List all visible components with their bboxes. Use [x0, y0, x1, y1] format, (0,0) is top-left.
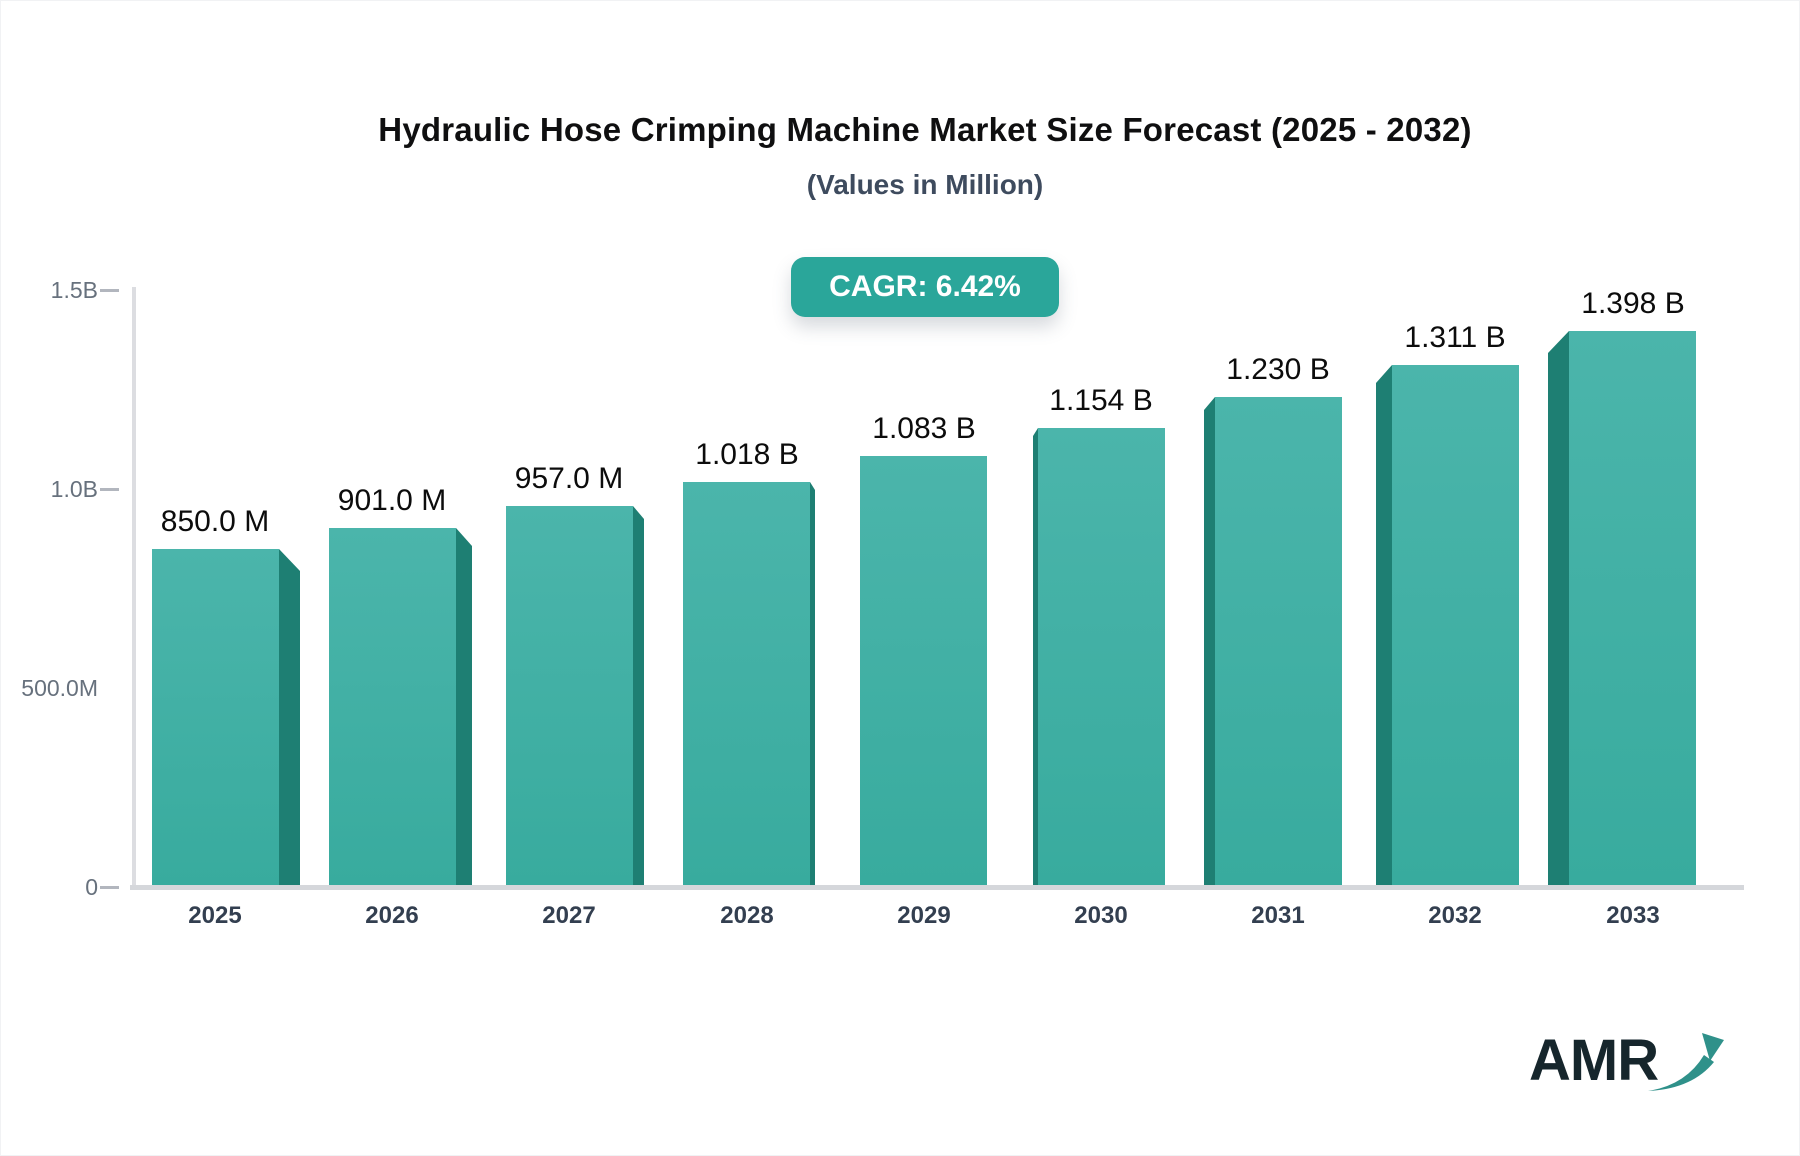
y-tick-label: 0 [85, 874, 98, 900]
logo-text: AMR [1529, 1028, 1659, 1093]
y-tick-dash [100, 289, 119, 292]
x-tick-label: 2027 [542, 902, 596, 929]
bar-side-3d-2032 [1376, 365, 1392, 887]
chart-title: Hydraulic Hose Crimping Machine Market S… [378, 111, 1472, 148]
y-tick-dash [100, 488, 119, 491]
bar-side-3d-2031 [1204, 397, 1215, 887]
y-tick-label: 1.0B [50, 476, 98, 502]
bar-2027 [506, 506, 633, 887]
bar-2033 [1569, 331, 1696, 887]
bar-value-label: 850.0 M [160, 505, 270, 538]
bar-value-label: 1.018 B [695, 438, 799, 471]
x-tick-label: 2029 [897, 902, 951, 929]
x-tick-label: 2033 [1606, 902, 1660, 929]
bar-2029 [860, 456, 987, 887]
bar-side-3d-2026 [456, 528, 472, 887]
growth-arrow-icon [1648, 1033, 1725, 1091]
bar-side-3d-2030 [1033, 428, 1038, 887]
x-tick-label: 2032 [1428, 902, 1482, 929]
cagr-badge: CAGR: 6.42% [791, 257, 1059, 317]
bar-side-3d-2033 [1548, 331, 1569, 887]
bar-value-label: 957.0 M [514, 462, 624, 495]
bar-2031 [1215, 397, 1342, 887]
chart-header: Hydraulic Hose Crimping Machine Market S… [111, 111, 1739, 317]
x-tick-label: 2031 [1251, 902, 1305, 929]
y-axis-line [132, 287, 136, 888]
bar-value-label: 1.083 B [872, 412, 976, 445]
y-tick-label: 500.0M [21, 675, 98, 701]
y-tick-label: 1.5B [50, 277, 98, 303]
bar-side-3d-2027 [633, 506, 644, 887]
bar-value-label: 1.154 B [1049, 384, 1153, 417]
x-axis-line [130, 885, 1744, 890]
bar-2032 [1392, 365, 1519, 887]
bar-value-label: 1.311 B [1404, 321, 1506, 354]
y-tick-dash [100, 886, 119, 889]
bar-2025 [152, 549, 279, 887]
bar-side-3d-2028 [810, 482, 815, 887]
x-tick-label: 2030 [1074, 902, 1128, 929]
x-tick-label: 2028 [720, 902, 774, 929]
x-tick-label: 2025 [188, 902, 242, 929]
chart-subtitle: (Values in Million) [806, 169, 1044, 200]
bar-2028 [683, 482, 810, 887]
bar-2026 [329, 528, 456, 887]
bar-side-3d-2025 [279, 549, 300, 887]
brand-logo: AMR [1529, 1028, 1725, 1097]
bar-value-label: 901.0 M [337, 484, 447, 517]
bar-2030 [1038, 428, 1165, 887]
bar-value-label: 1.230 B [1226, 353, 1330, 386]
x-tick-label: 2026 [365, 902, 419, 929]
bar-value-label: 1.398 B [1581, 287, 1685, 320]
